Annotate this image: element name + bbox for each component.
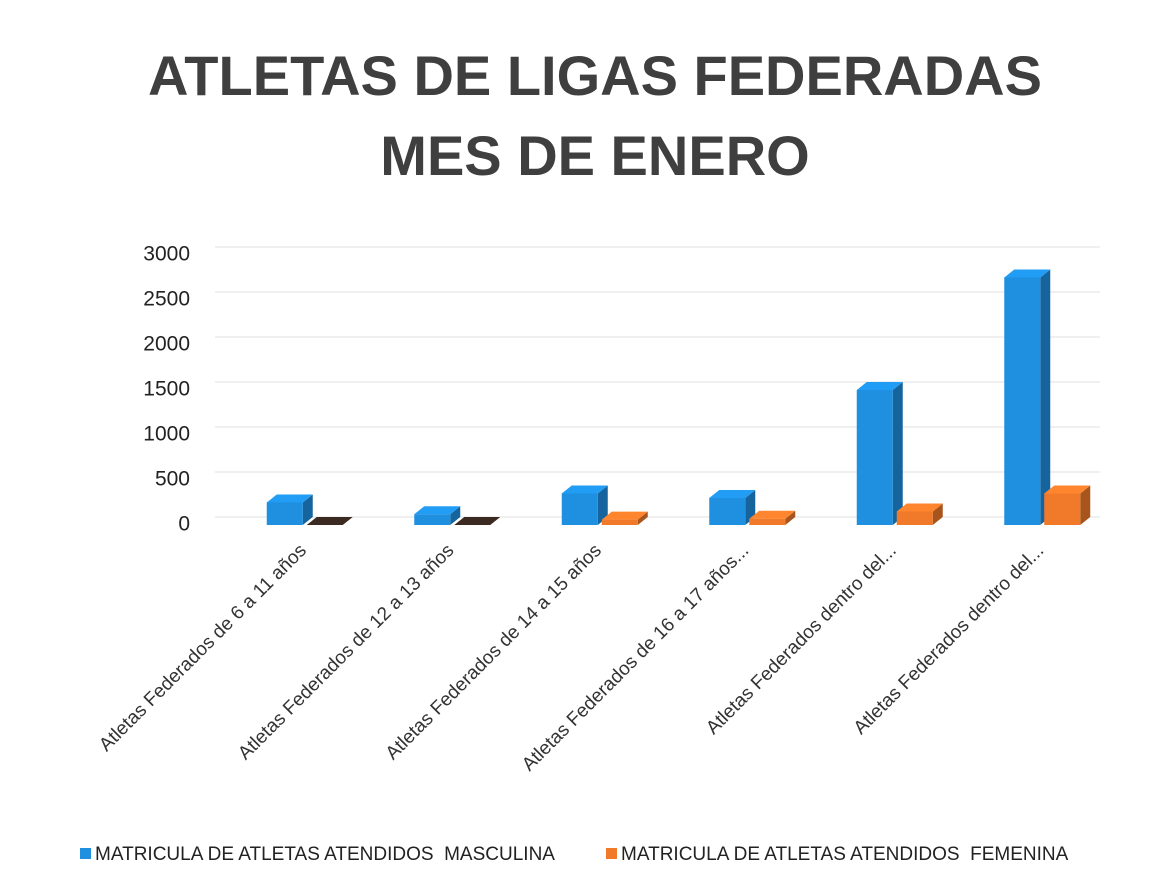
bar <box>1044 493 1081 525</box>
bar-top <box>414 506 461 515</box>
bar-top <box>896 503 943 512</box>
bar-side <box>1040 269 1051 525</box>
legend-label: MATRICULA DE ATLETAS ATENDIDOS MASCULINA <box>95 844 555 865</box>
bar-side <box>785 510 796 525</box>
bar-top <box>1044 485 1091 494</box>
bar-side <box>892 382 903 525</box>
y-tick-label: 0 <box>178 513 190 536</box>
bar-top <box>266 494 313 503</box>
bar <box>749 518 786 525</box>
legend-label: MATRICULA DE ATLETAS ATENDIDOS FEMENINA <box>621 844 1069 865</box>
y-tick-label: 3000 <box>143 243 190 266</box>
bar <box>1004 277 1041 525</box>
legend-swatch <box>606 848 617 859</box>
y-tick-label: 1000 <box>143 423 190 446</box>
chart-title: MES DE ENERO <box>380 124 809 187</box>
bar-top <box>306 517 353 525</box>
bar-top <box>749 510 796 519</box>
bar <box>266 502 303 525</box>
bar-top <box>454 517 501 525</box>
bar <box>414 514 451 525</box>
bar <box>601 519 638 525</box>
bar-top <box>709 490 756 498</box>
bar <box>709 498 746 525</box>
y-tick-label: 2500 <box>143 288 190 311</box>
bar <box>896 511 933 525</box>
bar-top <box>601 511 648 520</box>
bar-top <box>856 382 903 390</box>
x-tick-label: Atletas Federados de 16 a 17 años... <box>518 540 753 775</box>
bar-side <box>450 506 461 525</box>
bar-side <box>932 503 943 525</box>
y-tick-label: 500 <box>155 468 190 491</box>
y-tick-label: 1500 <box>143 378 190 401</box>
legend-swatch <box>80 848 91 859</box>
bar <box>561 493 598 525</box>
chart-title: ATLETAS DE LIGAS FEDERADAS <box>148 44 1042 107</box>
bar <box>856 390 893 525</box>
bar-top <box>1004 269 1051 278</box>
bar-top <box>561 485 608 494</box>
bar-side <box>1080 485 1091 525</box>
bar-side <box>597 485 608 525</box>
y-tick-label: 2000 <box>143 333 190 356</box>
bar-side <box>637 511 648 525</box>
bar-side <box>302 494 313 525</box>
